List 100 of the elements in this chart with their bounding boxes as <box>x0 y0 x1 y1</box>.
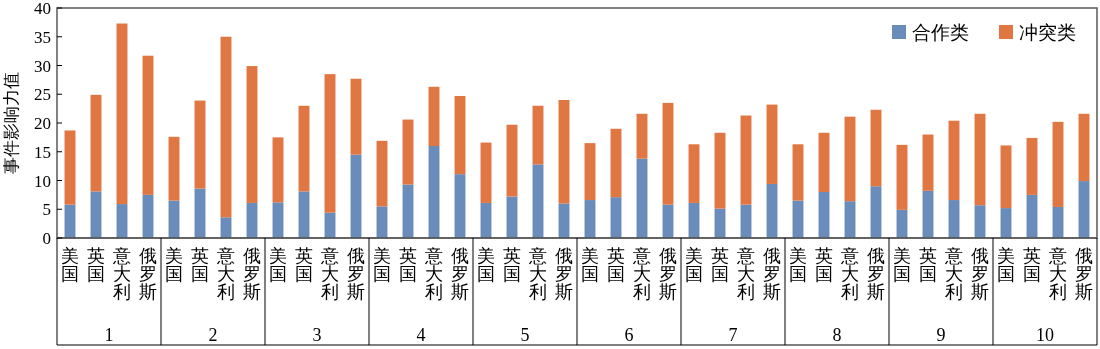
x-tick-label: 美国 <box>685 246 703 284</box>
bar <box>532 164 544 238</box>
bar <box>454 174 466 238</box>
x-tick-label: 英国 <box>1023 246 1041 284</box>
x-tick-label: 英国 <box>399 246 417 284</box>
x-tick-label: 美国 <box>581 246 599 284</box>
bar <box>740 115 752 205</box>
y-tick-label: 25 <box>34 85 51 105</box>
legend-label: 冲突类 <box>1019 22 1076 43</box>
bar <box>298 105 310 192</box>
bar <box>922 134 934 191</box>
x-tick-label: 英国 <box>503 246 521 284</box>
bar <box>116 23 128 205</box>
bar <box>818 192 830 238</box>
bar <box>766 104 778 184</box>
bar <box>402 119 414 185</box>
x-tick-label: 俄罗斯 <box>243 246 261 302</box>
bar <box>350 78 362 155</box>
bar <box>90 191 102 238</box>
bar <box>870 109 882 187</box>
bar <box>324 74 336 213</box>
y-tick-label: 5 <box>42 200 51 220</box>
bar <box>64 130 76 205</box>
x-tick-label: 美国 <box>61 246 79 284</box>
legend-label: 合作类 <box>912 22 969 43</box>
bar <box>272 137 284 203</box>
y-axis-title: 事件影响力值 <box>2 72 21 174</box>
bar <box>90 94 102 192</box>
x-tick-label: 英国 <box>711 246 729 284</box>
x-tick-label: 俄罗斯 <box>555 246 573 302</box>
bar <box>428 146 440 238</box>
x-tick-label: 俄罗斯 <box>139 246 157 302</box>
text: 5 <box>520 325 530 345</box>
text: 1 <box>104 325 114 345</box>
x-tick-label: 美国 <box>477 246 495 284</box>
x-tick-label: 俄罗斯 <box>971 246 989 302</box>
bar <box>480 142 492 203</box>
x-tick-label: 美国 <box>789 246 807 284</box>
bar <box>1078 181 1090 238</box>
y-tick-label: 40 <box>34 0 51 18</box>
x-tick-label: 俄罗斯 <box>347 246 365 302</box>
x-tick-label: 美国 <box>373 246 391 284</box>
x-tick-label: 意大利 <box>320 246 339 302</box>
bar <box>558 100 570 204</box>
bar <box>168 136 180 201</box>
bar <box>272 202 284 238</box>
text: 4 <box>416 325 426 345</box>
x-tick-label: 意大利 <box>424 246 443 302</box>
bar <box>350 154 362 238</box>
y-tick-label: 35 <box>34 27 51 47</box>
y-tick-label: 0 <box>42 229 51 248</box>
bar <box>610 128 622 198</box>
bar <box>610 197 622 238</box>
bar <box>818 132 830 192</box>
bar <box>454 95 466 175</box>
bar <box>246 66 258 203</box>
text: 10 <box>1036 325 1054 345</box>
x-tick-label: 英国 <box>191 246 209 284</box>
bar <box>870 186 882 238</box>
x-tick-label: 英国 <box>87 246 105 284</box>
bar <box>844 116 856 202</box>
x-tick-label: 意大利 <box>944 246 963 302</box>
bar <box>662 102 674 205</box>
x-tick-label: 美国 <box>893 246 911 284</box>
text: 6 <box>624 325 634 345</box>
bar <box>1078 113 1090 182</box>
text: 7 <box>728 325 738 345</box>
x-tick-label: 俄罗斯 <box>867 246 885 302</box>
bar <box>948 120 960 201</box>
x-tick-label: 意大利 <box>632 246 651 302</box>
y-tick-label: 30 <box>34 56 51 76</box>
bar <box>636 113 648 159</box>
y-tick-label: 20 <box>34 114 51 133</box>
text: 3 <box>312 325 322 345</box>
x-tick-label: 意大利 <box>1048 246 1067 302</box>
bar <box>766 183 778 238</box>
bar <box>584 143 596 201</box>
bar <box>220 36 232 218</box>
text: 2 <box>208 325 218 345</box>
x-tick-label: 英国 <box>919 246 937 284</box>
x-tick-label: 意大利 <box>528 246 547 302</box>
x-tick-label: 俄罗斯 <box>659 246 677 302</box>
x-tick-label: 美国 <box>269 246 287 284</box>
x-tick-label: 英国 <box>815 246 833 284</box>
text: 9 <box>936 325 946 345</box>
bar <box>532 105 544 165</box>
x-tick-label: 美国 <box>165 246 183 284</box>
x-tick-label: 意大利 <box>736 246 755 302</box>
bar <box>194 100 206 189</box>
x-tick-label: 俄罗斯 <box>763 246 781 302</box>
y-tick-label: 10 <box>34 171 51 191</box>
x-tick-label: 英国 <box>295 246 313 284</box>
bar <box>298 191 310 238</box>
text: 8 <box>832 325 842 345</box>
bar <box>714 132 726 209</box>
bar <box>792 144 804 201</box>
x-tick-label: 意大利 <box>216 246 235 302</box>
bar <box>1052 121 1064 207</box>
bar <box>688 144 700 203</box>
bar <box>974 113 986 206</box>
